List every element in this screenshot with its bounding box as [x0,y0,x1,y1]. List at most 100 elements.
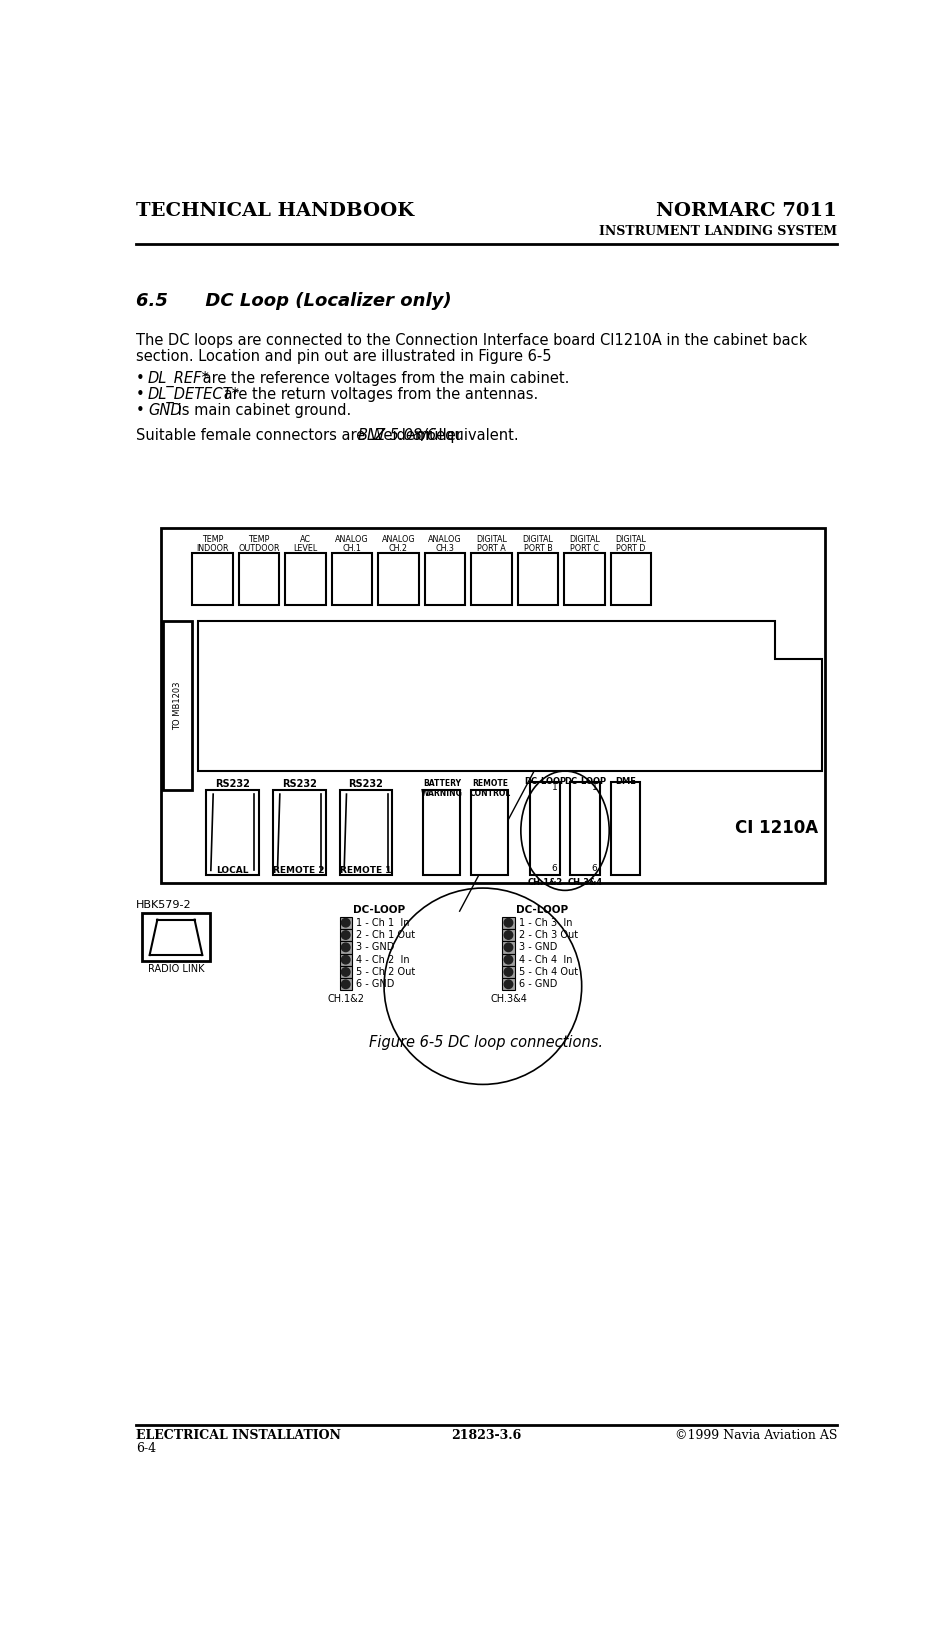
Text: TECHNICAL HANDBOOK: TECHNICAL HANDBOOK [136,202,414,220]
Text: 1: 1 [592,783,598,793]
Text: Figure 6-5 DC loop connections.: Figure 6-5 DC loop connections. [369,1035,604,1049]
Text: 6: 6 [592,865,598,873]
Text: BATTERY
WARNING: BATTERY WARNING [420,778,463,798]
Text: DC-LOOP: DC-LOOP [353,906,405,916]
Text: NORMARC 7011: NORMARC 7011 [656,202,837,220]
Bar [472,553,512,605]
Bar [286,553,326,605]
Text: HBK579-2: HBK579-2 [136,899,192,909]
Text: 4 - Ch 2  In: 4 - Ch 2 In [356,955,409,965]
Text: 21823-3.6: 21823-3.6 [451,1428,522,1441]
Text: RADIO LINK: RADIO LINK [148,965,204,974]
Text: 5 - Ch 2 Out: 5 - Ch 2 Out [356,968,415,978]
Bar [340,953,352,966]
Bar [193,553,233,605]
Bar [570,782,600,875]
Bar [239,553,279,605]
Text: 3 - GND: 3 - GND [356,942,394,953]
Text: section. Location and pin out are illustrated in Figure 6-5: section. Location and pin out are illust… [136,349,551,364]
Text: REMOTE 2: REMOTE 2 [273,867,325,875]
Circle shape [342,943,350,951]
Text: TEMP
OUTDOOR: TEMP OUTDOOR [238,535,280,553]
Bar [472,790,509,875]
Circle shape [504,919,512,927]
Text: •: • [136,370,144,385]
Text: 6.5      DC Loop (Localizer only): 6.5 DC Loop (Localizer only) [136,292,452,310]
Text: ©1999 Navia Aviation AS: ©1999 Navia Aviation AS [675,1428,837,1441]
Bar [502,966,514,978]
Bar [425,553,465,605]
Text: 3 - GND: 3 - GND [518,942,557,953]
Bar [502,929,514,942]
Text: •: • [136,403,144,418]
Bar [340,978,352,991]
Text: •: • [136,387,144,401]
Text: TEMP
INDOOR: TEMP INDOOR [196,535,229,553]
Text: or equivalent.: or equivalent. [412,428,518,444]
Text: AC
LEVEL: AC LEVEL [293,535,318,553]
Bar [340,917,352,929]
Text: ANALOG
CH.1: ANALOG CH.1 [335,535,369,553]
Bar [423,790,460,875]
Text: DIGITAL
PORT B: DIGITAL PORT B [523,535,553,553]
Bar [340,942,352,953]
Circle shape [504,981,512,989]
Bar [340,966,352,978]
Text: ELECTRICAL INSTALLATION: ELECTRICAL INSTALLATION [136,1428,341,1441]
Text: 1 - Ch 3  In: 1 - Ch 3 In [518,917,572,927]
Text: RS232: RS232 [348,778,383,788]
Bar [502,942,514,953]
Text: 5 - Ch 4 Out: 5 - Ch 4 Out [518,968,578,978]
Bar [340,790,392,875]
Circle shape [342,968,350,976]
Text: ANALOG
CH.2: ANALOG CH.2 [381,535,416,553]
Text: DL_DETECT*: DL_DETECT* [148,387,240,403]
Text: The DC loops are connected to the Connection Interface board CI1210A in the cabi: The DC loops are connected to the Connec… [136,333,807,348]
Text: CI 1210A: CI 1210A [735,819,818,837]
Text: 2 - Ch 3 Out: 2 - Ch 3 Out [518,930,578,940]
Text: REMOTE 1: REMOTE 1 [340,867,392,875]
Text: DIGITAL
PORT D: DIGITAL PORT D [616,535,646,553]
Text: is main cabinet ground.: is main cabinet ground. [173,403,351,418]
Bar [611,553,651,605]
Text: CH.3&4: CH.3&4 [568,878,603,888]
Bar [502,978,514,991]
Text: LOCAL: LOCAL [216,867,249,875]
Text: DME: DME [615,777,636,787]
Circle shape [504,943,512,951]
Bar [332,553,372,605]
Text: CH.1&2: CH.1&2 [528,878,563,888]
Bar [161,529,826,883]
Text: Suitable female connectors are Weidemüller: Suitable female connectors are Weidemüll… [136,428,466,444]
Text: DC-LOOP: DC-LOOP [564,777,606,787]
Text: RS232: RS232 [215,778,250,788]
Text: 1: 1 [551,783,557,793]
Text: RS232: RS232 [282,778,317,788]
Text: GND: GND [148,403,181,418]
Circle shape [504,955,512,965]
Bar [340,929,352,942]
Text: are the reference voltages from the main cabinet.: are the reference voltages from the main… [197,370,569,385]
Text: 2 - Ch 1 Out: 2 - Ch 1 Out [356,930,415,940]
Bar [273,790,326,875]
Circle shape [342,955,350,965]
Text: DC-LOOP: DC-LOOP [524,777,566,787]
Bar [565,553,605,605]
Circle shape [504,968,512,976]
Text: REMOTE
CONTROL: REMOTE CONTROL [469,778,511,798]
Text: TO MB1203: TO MB1203 [173,681,182,730]
Bar [206,790,259,875]
Text: BLZ-5.08/6: BLZ-5.08/6 [358,428,437,444]
Text: 6 - GND: 6 - GND [518,979,557,989]
Circle shape [342,930,350,940]
Text: CH.1&2: CH.1&2 [327,994,364,1004]
Text: DIGITAL
PORT A: DIGITAL PORT A [476,535,507,553]
Bar [502,953,514,966]
Bar [502,917,514,929]
Circle shape [342,919,350,927]
Bar [530,782,560,875]
Bar [163,620,193,790]
Bar [141,914,210,961]
Text: INSTRUMENT LANDING SYSTEM: INSTRUMENT LANDING SYSTEM [599,225,837,238]
Text: CH.3&4: CH.3&4 [490,994,527,1004]
